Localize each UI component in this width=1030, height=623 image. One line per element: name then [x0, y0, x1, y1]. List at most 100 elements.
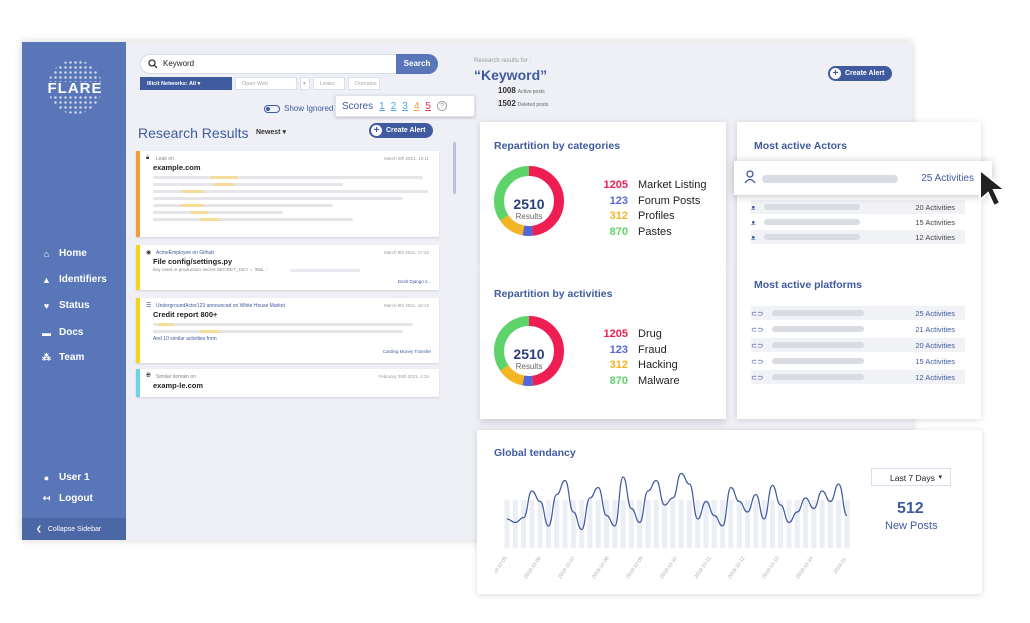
chart-bar-bg: [587, 500, 593, 548]
scrollbar[interactable]: [453, 142, 456, 194]
show-ignored-toggle[interactable]: [264, 105, 280, 113]
sidebar-item-status[interactable]: ♥ Status: [42, 300, 90, 311]
chart-bar-bg: [844, 500, 850, 548]
chart-bar-bg: [827, 500, 833, 548]
chevron-left-icon: ❮: [36, 526, 42, 533]
chart-bar-bg: [703, 500, 709, 548]
logo-text: FLARE: [46, 80, 104, 97]
redacted-name: [771, 358, 864, 364]
redacted-name: [771, 342, 864, 348]
top-actor-activities: 25 Activities: [921, 173, 974, 184]
sidebar-item-home[interactable]: ⌂ Home: [42, 248, 87, 259]
sidebar-item-docs[interactable]: ▬ Docs: [42, 327, 83, 338]
x-tick-label: 2019-10-14: [795, 556, 815, 581]
result-card[interactable]: 🔒︎ Leak on March 9th 2021, 15:11 example…: [136, 151, 439, 237]
platform-row[interactable]: ⊂⊃ 15 Activities: [751, 356, 955, 366]
redacted-line: [153, 323, 413, 326]
filter-open-web[interactable]: Open Web: [235, 77, 297, 90]
categories-panel: Repartition by categories 2510 Results 1…: [480, 122, 726, 266]
card-meta: Leak on: [156, 156, 174, 162]
tendancy-line: [506, 472, 848, 531]
total-label: Results: [515, 212, 543, 221]
card-date: March 9th 2021, 17:32: [383, 250, 429, 255]
create-alert-button-secondary[interactable]: + Create Alert: [828, 66, 893, 81]
card-date: March 9th 2021, 16:12: [383, 303, 429, 308]
help-icon[interactable]: ?: [436, 101, 447, 111]
create-alert-button[interactable]: + Create Alert: [369, 123, 434, 138]
score-5[interactable]: 5: [425, 100, 431, 112]
top-actor-highlight[interactable]: 25 Activities: [734, 161, 992, 195]
chart-bar-bg: [662, 500, 668, 548]
card-title: examp-le.com: [153, 381, 204, 390]
x-tick-label: 2019-11-: [832, 555, 848, 575]
logout-button[interactable]: ↤ Logout: [42, 493, 93, 504]
chart-bar-bg: [595, 500, 601, 548]
filter-illicit-networks[interactable]: Illicit Networks: All ▾: [140, 77, 232, 90]
legend-row: 1205 Market Listing: [603, 179, 707, 191]
filter-leaks[interactable]: Leaks: [313, 77, 345, 90]
highlight: [214, 183, 234, 186]
bell-icon: ▲: [42, 274, 51, 285]
sort-select[interactable]: Newest ▾: [256, 129, 286, 136]
platform-row[interactable]: ⊂⊃ 21 Activities: [751, 324, 955, 334]
card-tags: Carding Money Transfer: [382, 349, 431, 354]
chart-bar-bg: [711, 500, 717, 548]
sidebar-item-identifiers[interactable]: ▲ Identifiers: [42, 274, 107, 285]
card-tags: Dosh Django s...: [397, 279, 431, 284]
sidebar-item-team[interactable]: ⁂ Team: [42, 352, 84, 363]
legend-row: 312 Hacking: [609, 359, 678, 371]
legend-row: 1205 Drug: [603, 328, 662, 340]
score-2[interactable]: 2: [390, 100, 397, 112]
chart-bar-bg: [537, 500, 543, 548]
activities-donut: [494, 316, 564, 386]
chart-bar-bg: [529, 500, 535, 548]
search-button[interactable]: Search: [396, 54, 438, 74]
total-label: Results: [515, 362, 543, 371]
filter-bar: Illicit Networks: All ▾ Open Web ▾ Leaks…: [140, 77, 380, 90]
actor-row[interactable]: ᴥ 20 Activities: [751, 200, 965, 214]
collapse-sidebar-button[interactable]: ❮ Collapse Sidebar: [22, 518, 126, 540]
actor-row[interactable]: ᴥ 12 Activities: [751, 230, 965, 244]
filter-dropdown-arrow[interactable]: ▾: [300, 77, 310, 90]
result-card[interactable]: ◉ AcmeEmployee on Github March 9th 2021,…: [136, 245, 439, 290]
similar-activities-link[interactable]: And 10 similar activities from: [153, 336, 217, 342]
plus-icon: +: [371, 125, 382, 136]
plus-icon: +: [830, 68, 841, 79]
actor-row[interactable]: ᴥ 15 Activities: [751, 217, 955, 227]
score-4[interactable]: 4: [413, 100, 420, 112]
user-menu[interactable]: ● User 1: [42, 472, 90, 483]
result-card[interactable]: ☰ UndergroundActor123 announced on White…: [136, 298, 439, 363]
globe-icon: 🌐︎: [146, 373, 151, 379]
result-card[interactable]: 🌐︎ Similar domain on February 25th 2021,…: [136, 369, 439, 397]
chart-bar-bg: [670, 500, 676, 548]
score-1[interactable]: 1: [379, 100, 385, 112]
highlight: [180, 204, 204, 207]
x-tick-label: 2019-10-08: [591, 556, 611, 581]
donut-center: 2510 Results: [492, 346, 566, 371]
redacted-name: [763, 204, 860, 210]
mouse-cursor-icon: [979, 168, 1008, 208]
chart-bar-bg: [545, 500, 551, 548]
platform-row[interactable]: ⊂⊃ 12 Activities: [751, 370, 965, 384]
redacted-name: [771, 310, 864, 316]
donut-slice-malware: [494, 316, 564, 386]
x-tick-label: 2019-10-06: [523, 556, 543, 581]
total-value: 2510: [513, 196, 545, 212]
github-icon: ◉: [146, 250, 152, 256]
filter-domains[interactable]: Domains: [348, 77, 380, 90]
platform-row[interactable]: ⊂⊃ 25 Activities: [751, 306, 965, 320]
redacted-name: [762, 175, 898, 183]
score-3[interactable]: 3: [402, 100, 408, 112]
team-icon: ⁂: [42, 352, 51, 362]
chart-bar-bg: [570, 500, 576, 548]
chart-bar-bg: [744, 500, 750, 548]
panel-title: Most active Actors: [754, 140, 847, 152]
new-posts-label: New Posts: [885, 520, 938, 532]
sidebar-item-label: Home: [59, 248, 87, 259]
search-input[interactable]: Keyword Search: [140, 54, 438, 74]
platform-row[interactable]: ⊂⊃ 20 Activities: [751, 338, 965, 352]
lock-icon: 🔒︎: [146, 155, 150, 161]
redacted-line: [153, 211, 283, 214]
range-select[interactable]: Last 7 Days ▾: [871, 468, 951, 486]
redacted-line: [153, 190, 428, 193]
